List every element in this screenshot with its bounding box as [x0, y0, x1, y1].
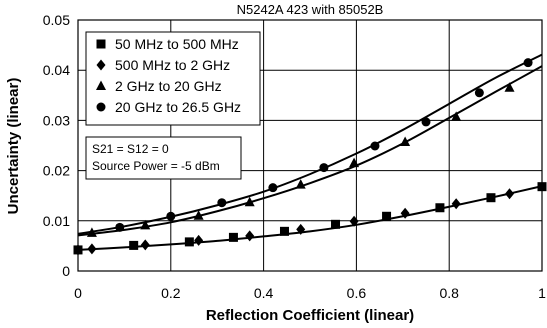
fit-curve — [77, 53, 543, 235]
data-point-diamond — [245, 230, 255, 242]
x-tick-label: 1 — [538, 285, 546, 301]
data-point-circle — [474, 88, 484, 98]
annotation-line-1: S21 = S12 = 0 — [92, 142, 169, 156]
data-point-diamond — [73, 244, 83, 256]
data-point-square — [382, 211, 392, 221]
data-point-square — [279, 226, 289, 236]
y-tick-label: 0.05 — [43, 12, 70, 28]
fit-curve — [77, 65, 543, 237]
x-axis-label: Reflection Coefficient (linear) — [206, 307, 414, 324]
data-point-circle — [268, 183, 278, 193]
y-tick-label: 0.04 — [43, 62, 70, 78]
x-tick-label: 0.8 — [439, 285, 459, 301]
legend-entry-label: 50 MHz to 500 MHz — [115, 36, 239, 52]
data-point-circle — [319, 163, 329, 173]
chart-title: N5242A 423 with 85052B — [237, 2, 384, 17]
x-tick-label: 0 — [74, 285, 82, 301]
fit-curves — [77, 53, 543, 251]
plot-frame — [77, 19, 543, 272]
legend: 50 MHz to 500 MHz 500 MHz to 2 GHz 2 GHz t… — [85, 31, 261, 126]
data-point-circle — [370, 141, 380, 151]
x-tick-label: 0.4 — [254, 285, 274, 301]
y-tick-label: 0 — [62, 263, 70, 279]
tick-labels: 0 0.2 0.4 0.6 0.8 1 0 0.01 0.02 0.03 0.04 0.05 — [43, 12, 546, 301]
data-point-diamond — [505, 188, 515, 200]
y-tick-label: 0.01 — [43, 213, 70, 229]
x-tick-label: 0.2 — [161, 285, 181, 301]
data-point-triangle — [244, 196, 255, 207]
y-axis-label: Uncertainty (linear) — [5, 78, 22, 215]
data-point-triangle — [349, 157, 360, 168]
annotation-line-2: Source Power = -5 dBm — [92, 159, 220, 173]
data-point-square — [537, 182, 547, 192]
data-point-diamond — [400, 207, 410, 219]
data-point-circle — [421, 117, 431, 127]
legend-marker-circle — [96, 102, 106, 112]
data-point-triangle — [140, 219, 151, 230]
data-point-circle — [166, 211, 176, 221]
data-point-triangle — [295, 179, 306, 189]
data-point-circle — [523, 58, 533, 68]
data-point-square — [129, 240, 139, 250]
data-point-square — [331, 219, 341, 229]
data-point-circle — [217, 198, 227, 208]
fit-curve — [77, 185, 543, 251]
data-point-diamond — [349, 215, 359, 227]
annotation-frame — [85, 136, 242, 180]
legend-entry-label: 500 MHz to 2 GHz — [115, 57, 230, 73]
legend-marker-square — [96, 39, 106, 49]
data-point-square — [184, 237, 194, 247]
data-point-square — [486, 193, 496, 203]
data-point-square — [435, 203, 445, 213]
x-tick-label: 0.6 — [347, 285, 367, 301]
legend-entry-label: 20 GHz to 26.5 GHz — [115, 99, 241, 115]
legend-marker-diamond — [96, 59, 106, 71]
data-point-diamond — [87, 243, 97, 255]
data-point-diamond — [194, 234, 204, 246]
data-point-triangle — [193, 210, 204, 220]
data-point-diamond — [451, 198, 461, 210]
y-tick-label: 0.02 — [43, 163, 70, 179]
data-point-triangle — [400, 136, 411, 146]
data-point-triangle — [86, 227, 97, 237]
legend-box — [85, 31, 261, 126]
data-point-square — [228, 232, 238, 242]
y-tick-label: 0.03 — [43, 112, 70, 128]
legend-marker-triangle — [96, 80, 106, 90]
data-markers — [73, 58, 547, 256]
data-point-circle — [115, 222, 125, 232]
annotation-box: S21 = S12 = 0 Source Power = -5 dBm — [85, 136, 242, 180]
legend-entry-label: 2 GHz to 20 GHz — [115, 78, 222, 94]
data-point-diamond — [140, 239, 150, 251]
data-point-diamond — [296, 223, 306, 235]
data-point-triangle — [451, 111, 462, 121]
data-point-triangle — [504, 82, 515, 92]
